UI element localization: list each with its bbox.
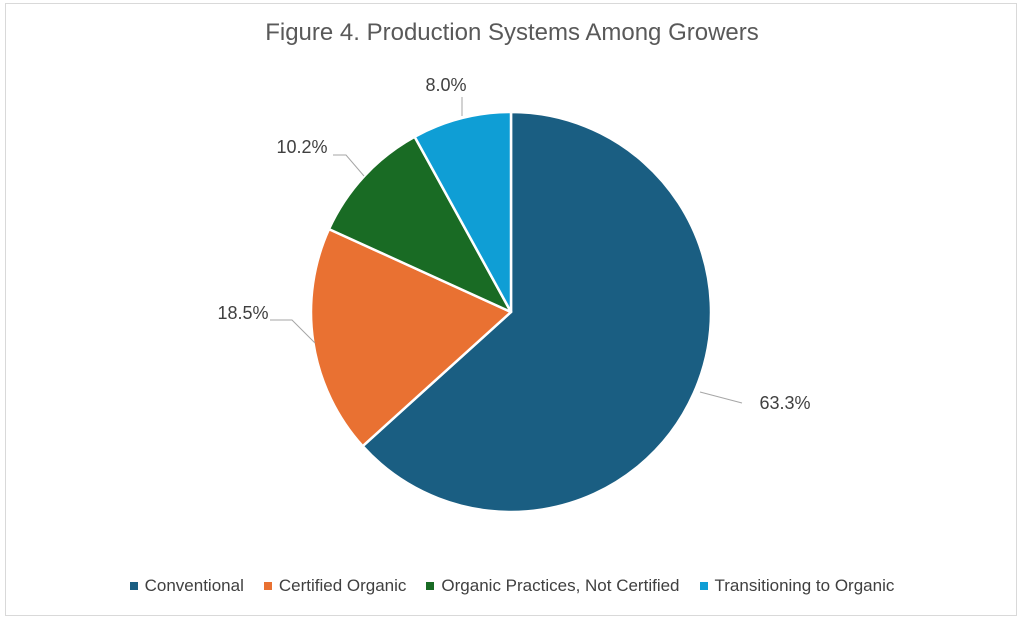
legend-item-conventional: Conventional: [129, 576, 244, 596]
legend-swatch-certified-organic: [263, 582, 272, 590]
data-label-organic-practices-not-certified: 10.2%: [276, 137, 327, 157]
legend-item-certified-organic: Certified Organic: [263, 576, 407, 596]
data-label-conventional: 63.3%: [759, 393, 810, 413]
legend-label-certified-organic: Certified Organic: [278, 576, 407, 595]
pie-slice-organic-practices-not-certified: [327, 135, 513, 314]
pie-slice-transitioning-to-organic: [413, 110, 513, 314]
pie-slice-certified-organic: [309, 227, 513, 448]
legend-label-transitioning-to-organic: Transitioning to Organic: [714, 576, 895, 595]
legend-swatch-transitioning-to-organic: [699, 582, 708, 590]
chart-title: Figure 4. Production Systems Among Growe…: [265, 19, 759, 46]
legend-label-conventional: Conventional: [144, 576, 244, 595]
legend-item-organic-practices-not-certified: Organic Practices, Not Certified: [426, 576, 680, 596]
leader-line-conventional: [699, 391, 743, 404]
legend-item-transitioning-to-organic: Transitioning to Organic: [699, 576, 895, 596]
pie-slice-conventional: [361, 110, 713, 514]
legend-swatch-organic-practices-not-certified: [426, 582, 435, 590]
legend-label-organic-practices-not-certified: Organic Practices, Not Certified: [441, 576, 680, 595]
leader-line-organic-practices-not-certified: [333, 154, 365, 177]
leader-line-certified-organic: [270, 319, 316, 344]
data-label-certified-organic: 18.5%: [217, 303, 268, 323]
data-label-transitioning-to-organic: 8.0%: [425, 75, 466, 95]
legend: Conventional Certified Organic Organic P…: [0, 576, 1024, 596]
legend-swatch-conventional: [129, 582, 138, 590]
